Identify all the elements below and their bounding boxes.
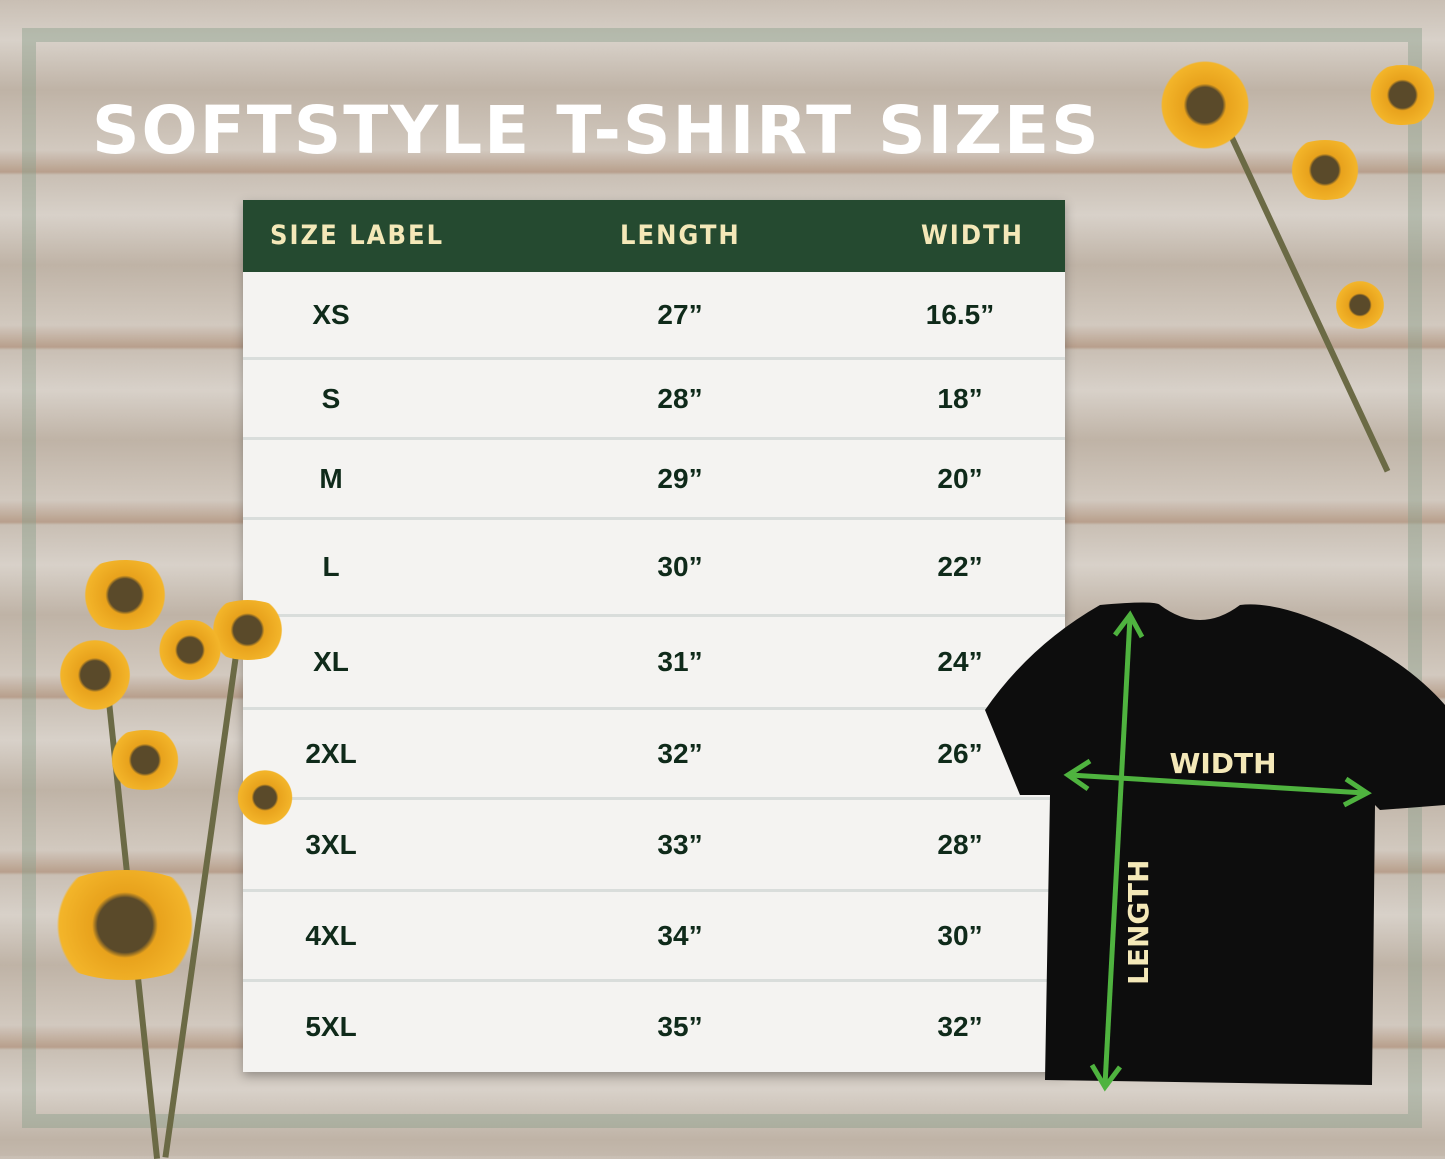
size-cell: L bbox=[322, 551, 340, 582]
width-cell: 26” bbox=[937, 737, 983, 769]
page-title: SOFTSTYLE T-SHIRT SIZES bbox=[92, 92, 1101, 169]
sunflower-decoration bbox=[230, 770, 300, 825]
size-cell: 5XL bbox=[305, 1011, 357, 1042]
length-cell: 29” bbox=[657, 462, 703, 494]
width-cell: 30” bbox=[937, 919, 983, 951]
length-arrow bbox=[1089, 610, 1145, 1092]
sunflower-decoration bbox=[50, 640, 140, 710]
table-row: 4XL 34” 30” bbox=[243, 892, 1065, 982]
table-row: M 29” 20” bbox=[243, 440, 1065, 520]
table-row: 2XL 32” 26” bbox=[243, 710, 1065, 800]
tshirt-shape bbox=[985, 602, 1445, 1085]
table-row: S 28” 18” bbox=[243, 360, 1065, 440]
length-cell: 27” bbox=[657, 298, 703, 330]
width-cell: 28” bbox=[937, 828, 983, 860]
size-cell: M bbox=[319, 462, 343, 494]
sunflower-decoration bbox=[1150, 60, 1260, 150]
table-row: L 30” 22” bbox=[243, 520, 1065, 617]
width-cell: 32” bbox=[937, 1011, 983, 1042]
sunflower-decoration bbox=[100, 730, 190, 790]
tshirt-diagram: WIDTH LENGTH bbox=[985, 602, 1445, 1092]
length-cell: 28” bbox=[657, 382, 703, 414]
header-width: WIDTH bbox=[921, 220, 1024, 251]
table-row: XL 31” 24” bbox=[243, 617, 1065, 710]
table-row: XS 27” 16.5” bbox=[243, 272, 1065, 360]
celtic-border bbox=[22, 28, 1422, 1128]
size-cell: 3XL bbox=[305, 828, 357, 860]
length-label: LENGTH bbox=[1122, 860, 1155, 985]
width-cell: 22” bbox=[937, 551, 983, 582]
sunflower-decoration bbox=[1280, 140, 1370, 200]
length-cell: 31” bbox=[657, 646, 703, 677]
sunflower-decoration bbox=[70, 560, 180, 630]
header-length: LENGTH bbox=[620, 220, 741, 251]
width-cell: 20” bbox=[937, 462, 983, 494]
size-cell: 4XL bbox=[305, 919, 357, 951]
width-arrow bbox=[1063, 758, 1372, 808]
width-cell: 24” bbox=[937, 646, 983, 677]
sunflower-decoration bbox=[1330, 280, 1390, 330]
table-row: 5XL 35” 32” bbox=[243, 982, 1065, 1072]
table-header: SIZE LABEL LENGTH WIDTH bbox=[243, 200, 1065, 272]
size-table: SIZE LABEL LENGTH WIDTH XS 27” 16.5” S 28” 18… bbox=[243, 200, 1065, 1072]
size-cell: 2XL bbox=[305, 737, 357, 769]
length-cell: 35” bbox=[657, 1011, 703, 1042]
sunflower-decoration bbox=[30, 870, 220, 980]
size-cell: XL bbox=[313, 646, 349, 677]
table-row: 3XL 33” 28” bbox=[243, 800, 1065, 892]
width-cell: 16.5” bbox=[925, 298, 995, 330]
sunflower-decoration bbox=[150, 620, 230, 680]
length-cell: 30” bbox=[657, 551, 703, 582]
width-label: WIDTH bbox=[1169, 747, 1276, 780]
length-cell: 33” bbox=[657, 828, 703, 860]
length-cell: 34” bbox=[657, 919, 703, 951]
length-cell: 32” bbox=[657, 737, 703, 769]
header-size-label: SIZE LABEL bbox=[270, 220, 445, 251]
width-cell: 18” bbox=[937, 382, 983, 414]
sunflower-decoration bbox=[1360, 65, 1445, 125]
size-cell: S bbox=[321, 382, 341, 414]
size-cell: XS bbox=[312, 298, 350, 330]
